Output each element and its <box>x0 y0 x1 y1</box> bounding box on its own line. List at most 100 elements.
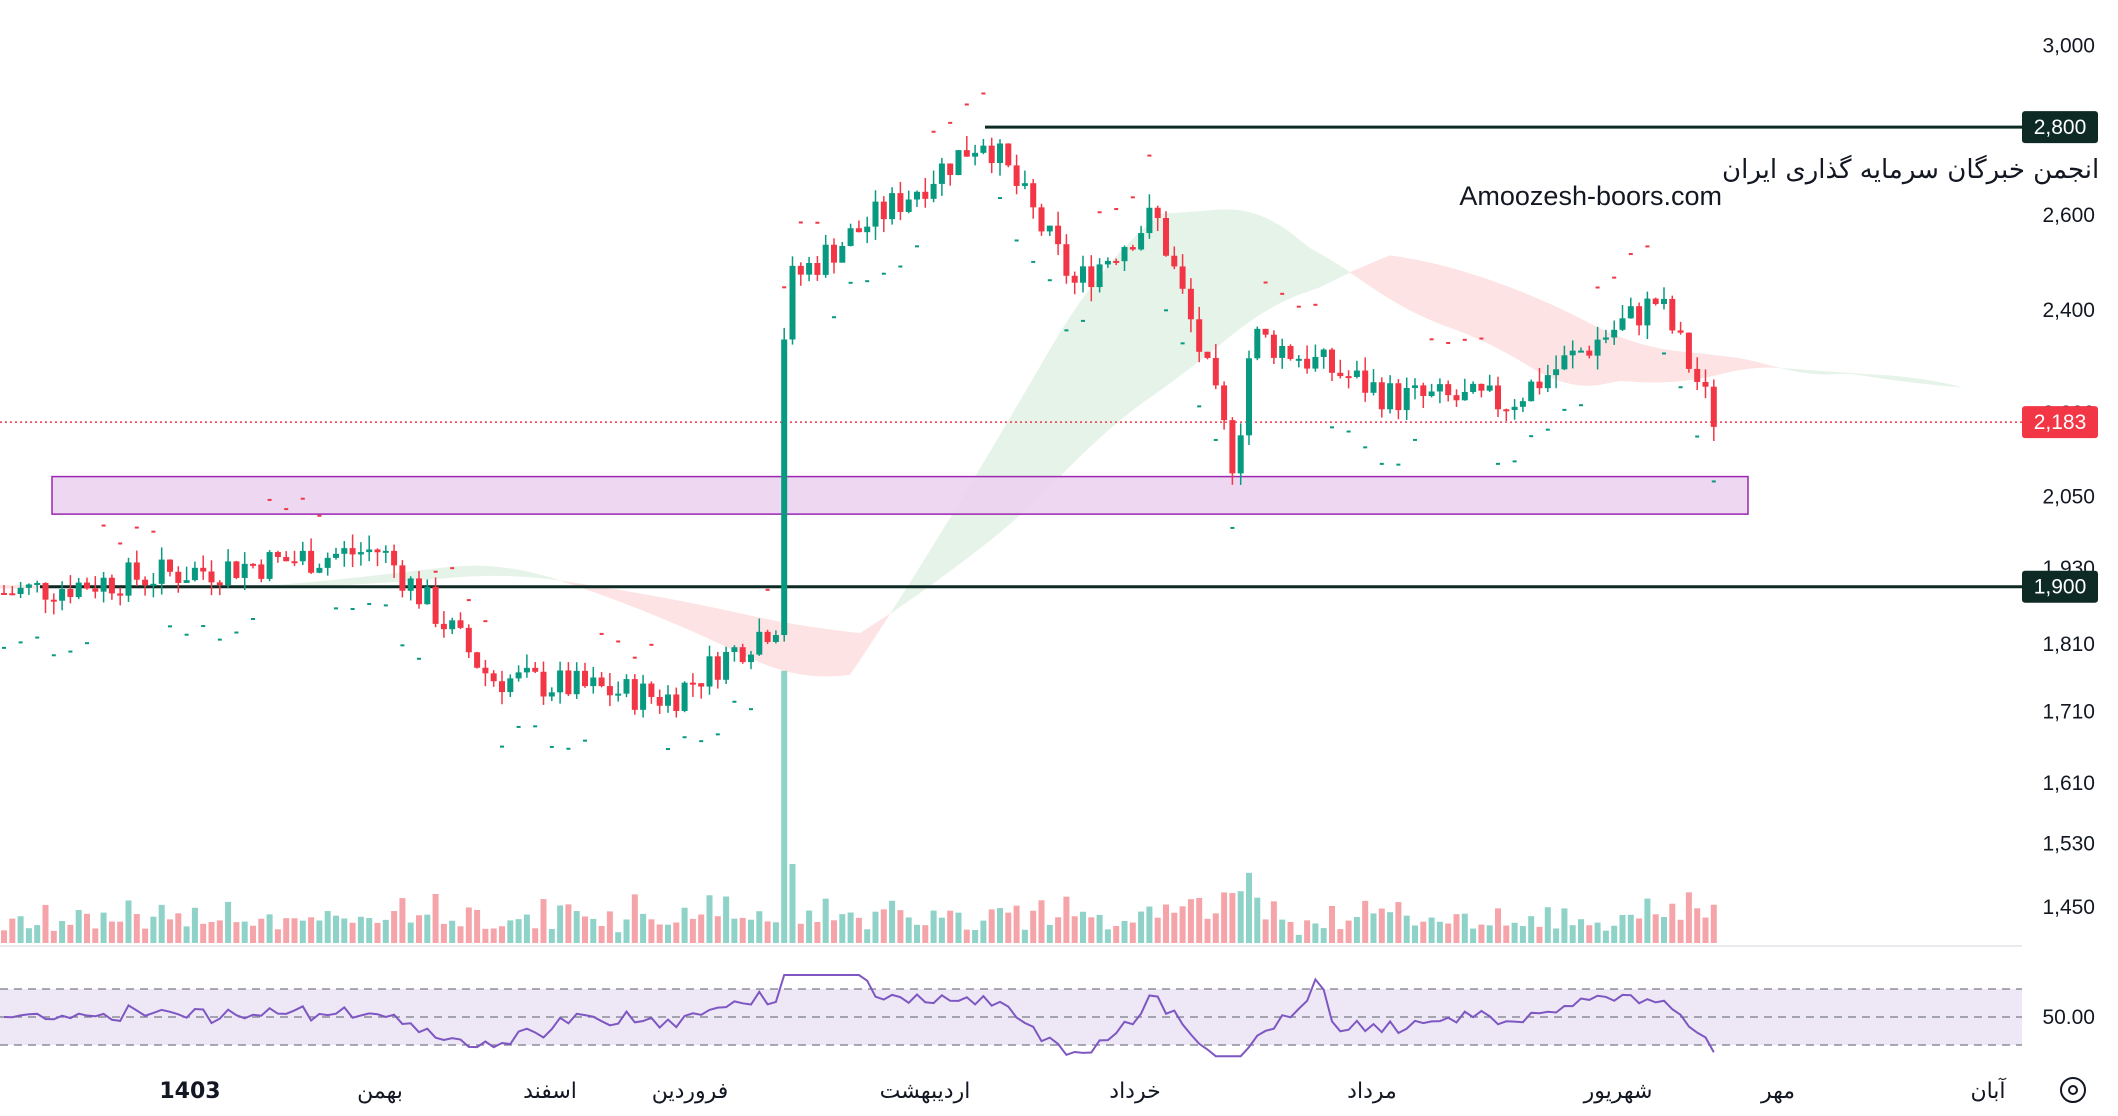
sar-dot <box>1695 435 1700 438</box>
volume-bar <box>1204 918 1211 943</box>
candle-body <box>797 265 804 275</box>
volume-bar <box>548 928 555 943</box>
cloud-segment <box>410 570 420 581</box>
volume-bar <box>831 920 837 943</box>
candle-body <box>117 593 124 596</box>
candle-body <box>142 579 149 586</box>
volume-bar <box>250 925 256 943</box>
candle-body <box>1312 356 1319 369</box>
cloud-segment <box>1780 367 1790 371</box>
candle-body <box>1661 298 1667 305</box>
cloud-segment <box>460 565 470 578</box>
sar-dot <box>1014 239 1019 242</box>
watermark-site: Amoozesh-boors.com <box>1459 181 1722 211</box>
cloud-segment <box>1650 346 1660 383</box>
horizontal-levels <box>40 125 2022 589</box>
cloud-segment <box>500 567 510 577</box>
cloud-segment <box>1660 348 1670 383</box>
sar-dot <box>1662 352 1666 355</box>
sar-dot <box>865 280 870 283</box>
sar-dot <box>1064 329 1069 332</box>
volume-bar <box>1569 925 1576 943</box>
sar-dot <box>915 245 919 248</box>
cloud-segment <box>910 566 920 600</box>
candle-body <box>540 671 547 697</box>
candle-body <box>1013 165 1020 186</box>
volume-bar <box>258 918 265 943</box>
candle-body <box>972 152 979 157</box>
volume-bar <box>656 924 663 943</box>
cloud-segment <box>350 577 360 585</box>
cloud-segment <box>670 598 680 627</box>
sar-dot <box>151 530 156 533</box>
volume-bar <box>1179 906 1186 943</box>
sar-dot <box>881 272 886 275</box>
sar-dot <box>1562 408 1567 411</box>
volume-bar <box>797 923 804 943</box>
cloud-segment <box>810 626 820 677</box>
candle-body <box>67 589 74 598</box>
cloud-segment <box>1060 316 1070 477</box>
volume-bar <box>1478 924 1485 943</box>
candle-body <box>233 561 240 578</box>
cloud-segment <box>1940 382 1950 387</box>
cloud-segment <box>1140 222 1150 405</box>
cloud-segment <box>1820 370 1830 375</box>
sar-dot <box>383 604 388 607</box>
sar-dot <box>1197 405 1202 408</box>
volume-bar <box>1553 928 1560 943</box>
candle-body <box>457 620 464 628</box>
sar-dot <box>450 567 455 570</box>
candle-body <box>1187 288 1194 320</box>
volume-bar <box>1412 925 1418 943</box>
candle-body <box>914 191 920 200</box>
cloud-segment <box>1490 280 1500 350</box>
candle-body <box>1046 225 1053 232</box>
price-tick-label: 1,810 <box>2042 633 2095 656</box>
sar-dot <box>682 736 687 739</box>
time-label: مرداد <box>1347 1079 1397 1104</box>
candle-body <box>1237 435 1244 474</box>
volume-bar <box>748 919 754 943</box>
sar-dot <box>1330 426 1334 429</box>
volume-bar <box>822 898 829 943</box>
cloud-segment <box>1390 255 1400 305</box>
volume-bar <box>349 922 356 943</box>
volume-bar <box>1586 925 1593 943</box>
cloud-segment <box>900 582 910 607</box>
sar-dot <box>649 643 654 646</box>
candle-body <box>482 667 489 674</box>
cloud-segment <box>650 595 660 618</box>
volume-bar <box>623 919 630 943</box>
volume-bar <box>25 928 32 943</box>
volume-bar <box>191 907 198 943</box>
cloud-segment <box>700 604 710 640</box>
settings-icon[interactable] <box>2060 1077 2086 1103</box>
candle-body <box>573 670 580 695</box>
candle-body <box>1329 349 1335 373</box>
sar-dot <box>931 130 936 133</box>
volume-bar <box>963 929 970 943</box>
candle-body <box>880 201 887 220</box>
cloud-segment <box>1610 332 1620 383</box>
cloud-segment <box>340 578 350 586</box>
cloud-segment <box>730 611 740 654</box>
sar-dot <box>832 316 836 319</box>
volume-bar <box>914 924 920 943</box>
volume-bar <box>1453 914 1460 943</box>
candle-body <box>324 557 331 568</box>
candle-body <box>1229 420 1236 474</box>
price-tag-label: 1,900 <box>2034 576 2087 599</box>
cloud-segment <box>1950 384 1960 388</box>
candle-body <box>872 201 879 227</box>
candle-body <box>1212 357 1219 386</box>
volume-bar <box>582 916 588 943</box>
time-label: آبان <box>1970 1077 2006 1104</box>
volume-bar <box>1254 897 1261 943</box>
cloud-segment <box>1050 332 1060 487</box>
volume-bar <box>1669 903 1676 943</box>
volume-bar <box>183 926 190 943</box>
cloud-segment <box>270 584 280 586</box>
sar-dot <box>516 725 521 728</box>
